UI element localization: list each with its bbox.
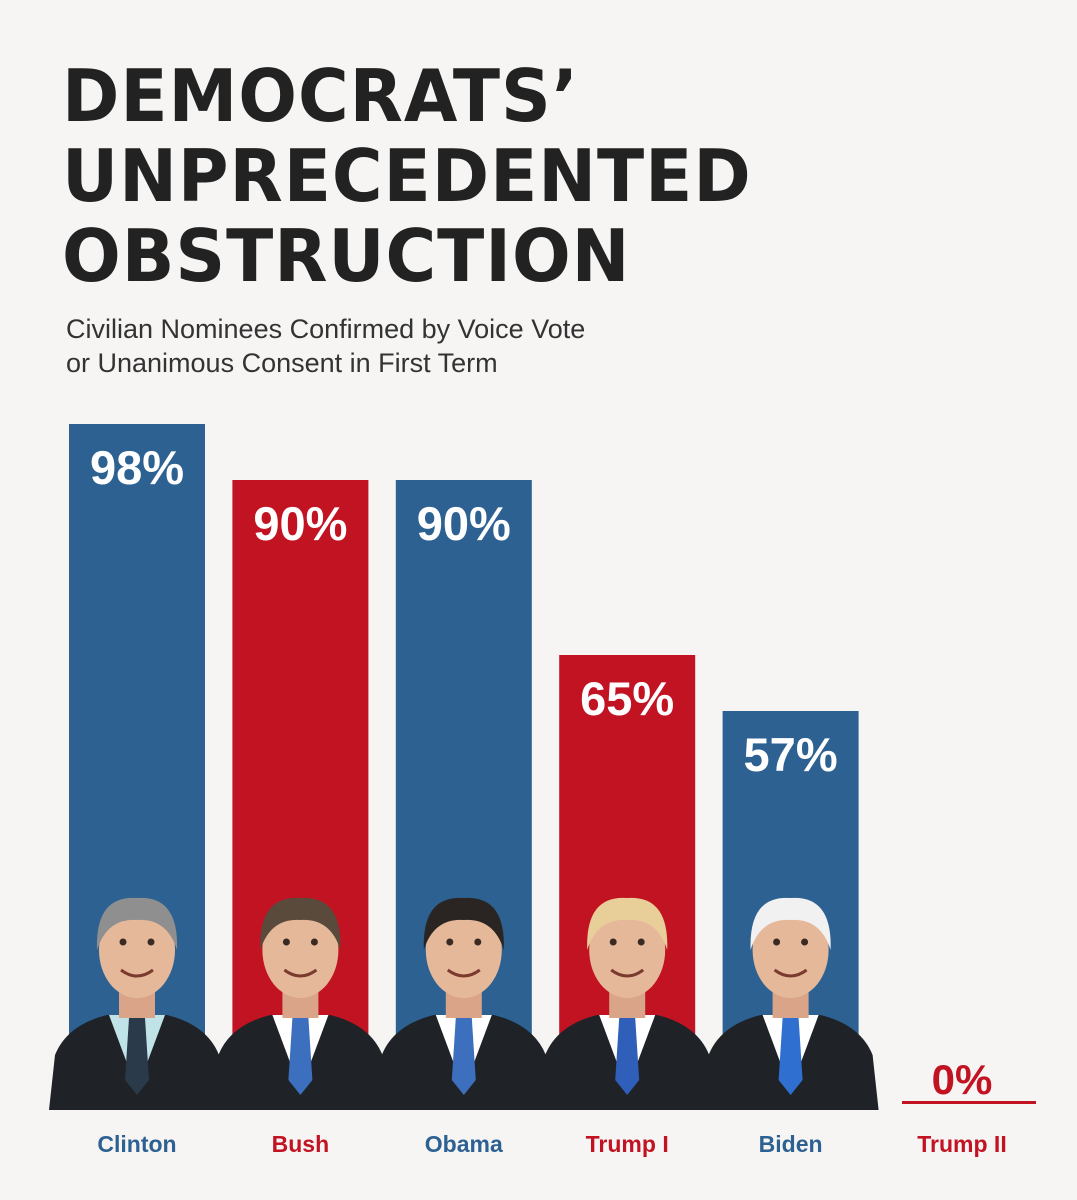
smile-shape: [610, 968, 645, 978]
smile-shape: [446, 968, 481, 978]
title-line: UNPRECEDENTED: [62, 134, 752, 218]
data-label: 65%: [580, 672, 674, 725]
data-label: 90%: [253, 497, 347, 550]
chart-title: DEMOCRATS’ UNPRECEDENTED OBSTRUCTION: [62, 56, 752, 296]
portrait-photo: [212, 897, 389, 1110]
face-shape: [262, 902, 339, 998]
face-shape: [589, 902, 666, 998]
hair-shape: [423, 897, 504, 950]
category-label: Obama: [425, 1131, 503, 1157]
data-label: 90%: [417, 497, 511, 550]
hair-shape: [750, 897, 831, 950]
smile-shape: [120, 968, 154, 978]
eye-shape: [282, 938, 290, 946]
category-label: Trump I: [586, 1131, 669, 1157]
data-label: 57%: [744, 728, 838, 781]
subtitle-line: Civilian Nominees Confirmed by Voice Vot…: [66, 314, 586, 344]
hair-shape: [260, 897, 341, 950]
portrait-photo: [375, 897, 552, 1110]
hair-shape: [96, 897, 178, 950]
title-line: DEMOCRATS’: [62, 54, 580, 138]
tie-shape: [778, 1018, 803, 1095]
eye-shape: [609, 938, 617, 946]
tie-shape: [451, 1018, 476, 1095]
data-label: 98%: [90, 441, 184, 494]
tie-shape: [288, 1018, 313, 1095]
category-label: Biden: [759, 1131, 823, 1157]
hair-shape: [587, 897, 668, 950]
chart-subtitle: Civilian Nominees Confirmed by Voice Vot…: [66, 312, 585, 380]
category-label: Trump II: [917, 1131, 1006, 1157]
title-line: OBSTRUCTION: [62, 214, 631, 298]
face-shape: [425, 902, 502, 998]
portrait-photo: [49, 897, 225, 1110]
portrait-photo: [539, 897, 716, 1110]
tie-shape: [615, 1018, 640, 1095]
category-label: Clinton: [97, 1131, 176, 1157]
eye-shape: [147, 938, 155, 946]
portrait-photo: [702, 897, 879, 1110]
eye-shape: [637, 938, 645, 946]
category-label: Bush: [272, 1131, 330, 1157]
face-shape: [99, 902, 175, 998]
smile-shape: [773, 968, 808, 978]
subtitle-line: or Unanimous Consent in First Term: [66, 348, 498, 378]
eye-shape: [773, 938, 781, 946]
data-label: 0%: [932, 1056, 993, 1103]
tie-shape: [125, 1018, 149, 1095]
eye-shape: [474, 938, 482, 946]
face-shape: [752, 902, 829, 998]
eye-shape: [310, 938, 318, 946]
eye-shape: [801, 938, 809, 946]
smile-shape: [283, 968, 318, 978]
eye-shape: [119, 938, 127, 946]
eye-shape: [446, 938, 454, 946]
bar-trump-ii: [902, 1101, 1036, 1104]
